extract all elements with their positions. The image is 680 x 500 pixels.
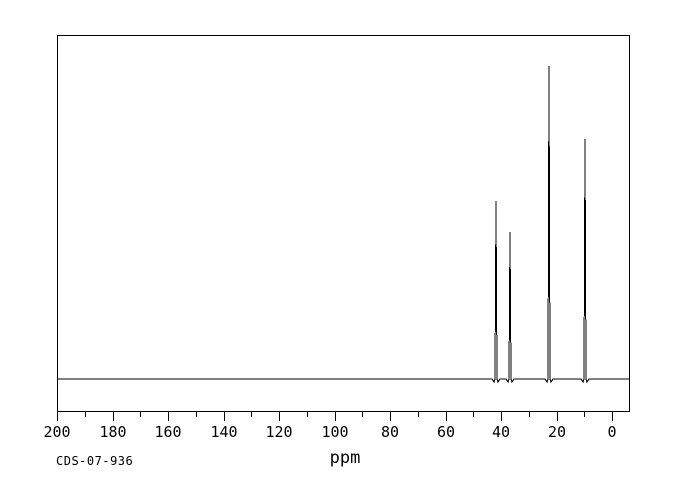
plot-frame [57,35,630,412]
x-axis-tick-label: 160 [154,423,182,441]
x-axis-tick-label: 180 [99,423,127,441]
x-axis-tick-label: 80 [380,423,400,441]
x-axis-tick-label: 0 [607,423,617,441]
x-axis-tick-label: 120 [265,423,293,441]
x-axis-tick-label: 100 [321,423,349,441]
x-axis-tick-label: 140 [210,423,238,441]
x-axis-tick-label: 40 [491,423,511,441]
x-axis-tick-label: 200 [43,423,71,441]
x-axis-tick-label: 60 [436,423,456,441]
spectrum-code-caption: CDS-07-936 [56,454,134,468]
x-axis-title: ppm [329,448,361,468]
x-axis-tick-label: 20 [547,423,567,441]
x-axis-ticks [57,412,613,421]
